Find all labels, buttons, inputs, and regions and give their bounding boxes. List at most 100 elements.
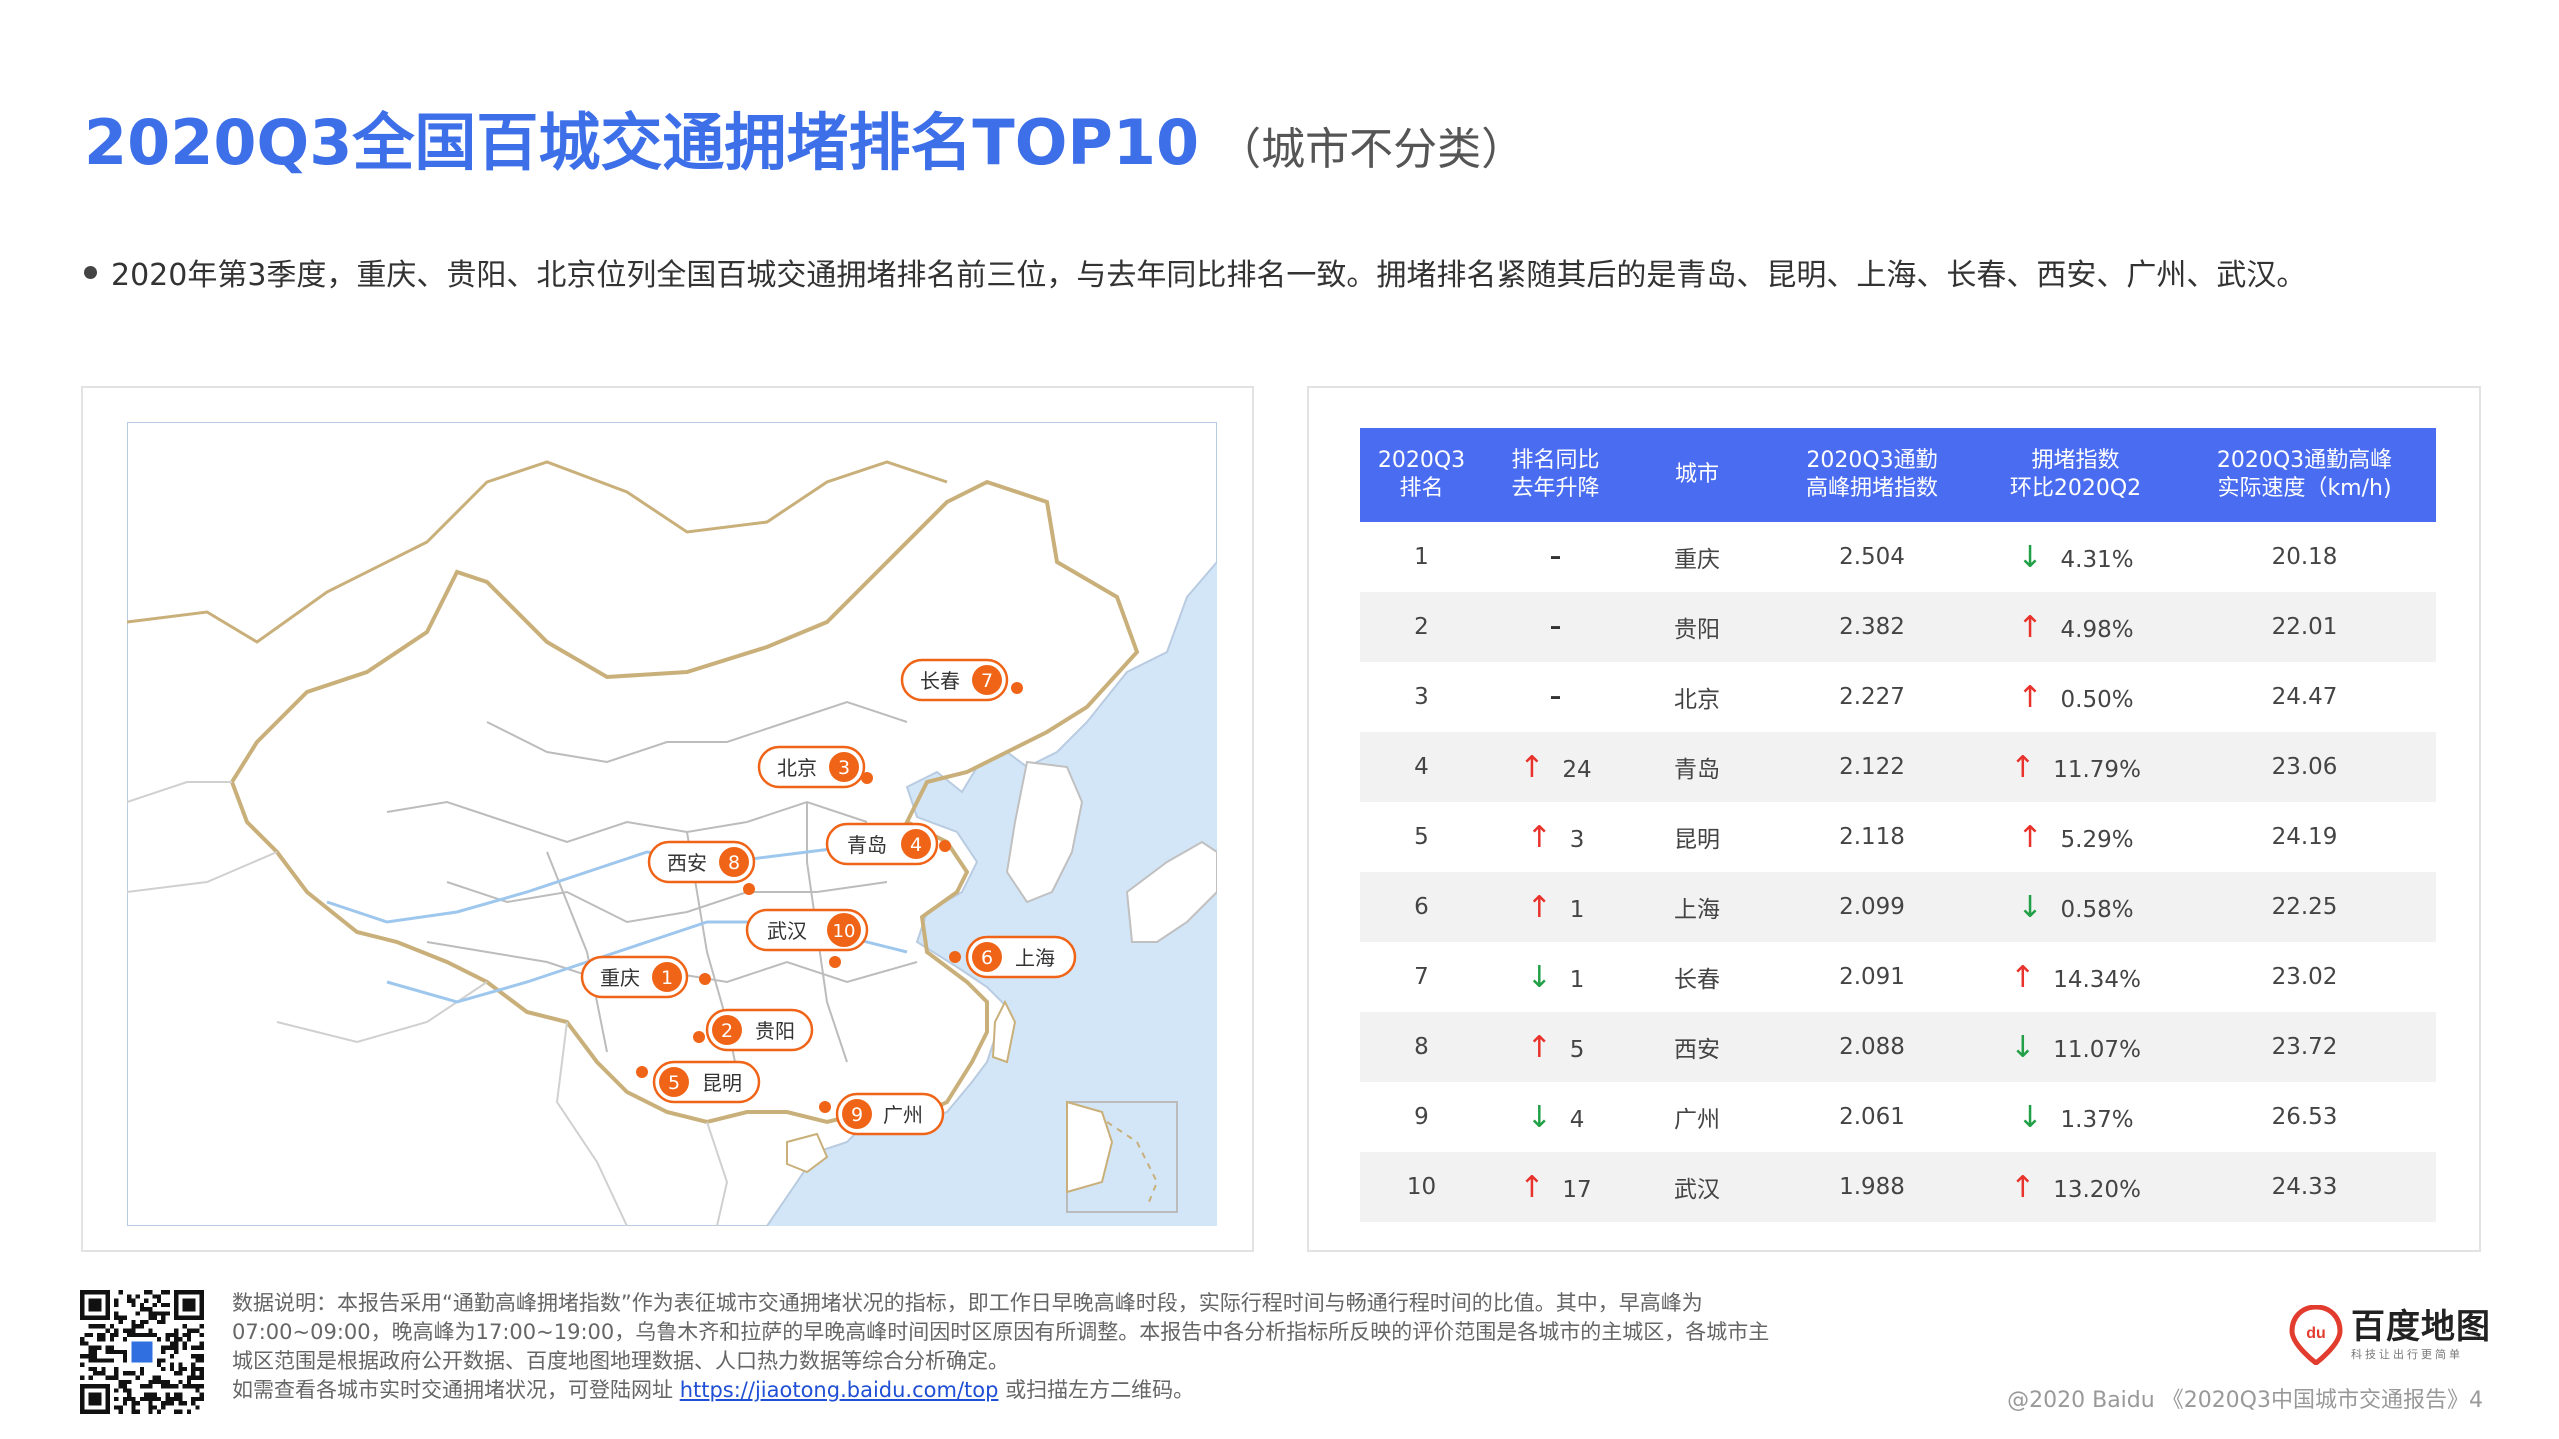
table-row: 9 ↓ 4 广州 2.061 ↓ 1.37% 26.53: [1360, 1082, 2436, 1152]
arrow-down-icon: ↓: [1526, 1099, 1552, 1135]
yoy-value: –: [1549, 544, 1562, 570]
cell-index: 2.122: [1766, 732, 1978, 802]
congestion-index: 2.088: [1839, 1034, 1905, 1060]
ranking-table: 2020Q3 排名 排名同比 去年升降 城市 2020Q3通勤 高峰拥堵指数 拥堵指数 环比20…: [1360, 428, 2436, 1222]
city-dot: [699, 973, 711, 985]
qoq-value: 1.37%: [2060, 1106, 2134, 1133]
column-header: 拥堵指数 环比2020Q2: [1978, 428, 2173, 522]
rank-value: 3: [1414, 684, 1429, 710]
marker-badge: [827, 913, 861, 947]
cell-rank: 9: [1360, 1082, 1483, 1152]
yoy-value: –: [1549, 614, 1562, 640]
marker-rank-label: 10: [833, 921, 856, 942]
city-name: 广州: [1674, 1107, 1720, 1133]
city-name: 青岛: [1674, 757, 1720, 783]
cell-yoy: –: [1483, 522, 1628, 592]
marker-badge: [652, 962, 682, 992]
column-header: 2020Q3 排名: [1360, 428, 1483, 522]
cell-city: 西安: [1628, 1012, 1766, 1082]
traffic-site-link[interactable]: https://jiaotong.baidu.com/top: [679, 1378, 999, 1402]
speed-value: 22.01: [2271, 614, 2338, 640]
map-panel: 重庆 1 2 贵阳 北京 3 青岛 4 5: [81, 386, 1254, 1252]
marker-kunming[interactable]: 5 昆明: [636, 1060, 761, 1104]
marker-badge: [719, 847, 749, 877]
city-dot: [829, 956, 841, 968]
marker-shanghai[interactable]: 6 上海: [949, 935, 1077, 979]
city-name: 北京: [1674, 687, 1720, 713]
marker-guangzhou[interactable]: 9 广州: [819, 1092, 945, 1136]
table-row: 5 ↑ 3 昆明 2.118 ↑ 5.29% 24.19: [1360, 802, 2436, 872]
yoy-value: 1: [1569, 966, 1585, 993]
column-header: 2020Q3通勤高峰 实际速度（km/h): [2173, 428, 2436, 522]
page-title: 2020Q3全国百城交通拥堵排名TOP10 （城市不分类）: [84, 92, 1525, 179]
marker-guiyang[interactable]: 2 贵阳: [693, 1008, 814, 1052]
cell-index: 2.227: [1766, 662, 1978, 732]
header-line: 城市: [1674, 462, 1719, 487]
cell-speed: 23.06: [2173, 732, 2436, 802]
congestion-index: 2.504: [1839, 544, 1905, 570]
arrow-up-icon: ↑: [2010, 1169, 2036, 1205]
cell-speed: 23.72: [2173, 1012, 2436, 1082]
marker-badge: [972, 942, 1002, 972]
cell-city: 长春: [1628, 942, 1766, 1012]
speed-value: 23.06: [2271, 754, 2338, 780]
marker-beijing[interactable]: 北京 3: [757, 745, 873, 789]
city-dot: [636, 1066, 648, 1078]
cell-city: 昆明: [1628, 802, 1766, 872]
city-name: 西安: [1674, 1037, 1720, 1063]
cell-yoy: –: [1483, 662, 1628, 732]
cell-rank: 7: [1360, 942, 1483, 1012]
arrow-up-icon: ↑: [2010, 749, 2036, 785]
cell-city: 上海: [1628, 872, 1766, 942]
header-line: 高峰拥堵指数: [1805, 476, 1938, 501]
cell-qoq: ↑ 14.34%: [1978, 942, 2173, 1012]
ranking-panel: 2020Q3 排名 排名同比 去年升降 城市 2020Q3通勤 高峰拥堵指数 拥堵指数 环比20…: [1307, 386, 2481, 1252]
marker-badge: [901, 829, 931, 859]
bullet-icon: [84, 265, 97, 279]
yoy-value: 5: [1569, 1036, 1585, 1063]
city-dot: [693, 1031, 705, 1043]
speed-value: 23.72: [2271, 1034, 2338, 1060]
svg-text:du: du: [2306, 1325, 2326, 1342]
qr-code-icon[interactable]: [80, 1290, 204, 1414]
city-name: 贵阳: [1674, 617, 1720, 643]
marker-xian[interactable]: 西安 8: [647, 840, 756, 895]
cell-rank: 5: [1360, 802, 1483, 872]
arrow-down-icon: ↓: [2017, 1099, 2043, 1135]
marker-qingdao[interactable]: 青岛 4: [825, 822, 951, 866]
table-header-row: 2020Q3 排名 排名同比 去年升降 城市 2020Q3通勤 高峰拥堵指数 拥堵指数 环比20…: [1360, 428, 2436, 522]
footnote-link-suffix: 或扫描左方二维码。: [998, 1378, 1195, 1402]
cell-speed: 26.53: [2173, 1082, 2436, 1152]
marker-city-label: 青岛: [847, 833, 887, 857]
cell-yoy: ↑ 3: [1483, 802, 1628, 872]
cell-index: 2.118: [1766, 802, 1978, 872]
cell-qoq: ↑ 5.29%: [1978, 802, 2173, 872]
yoy-value: 4: [1569, 1106, 1585, 1133]
arrow-up-icon: ↑: [1526, 889, 1552, 925]
header-line: 排名同比: [1511, 448, 1600, 473]
summary-text: 2020年第3季度，重庆、贵阳、北京位列全国百城交通拥堵排名前三位，与去年同比排…: [111, 258, 2307, 293]
marker-city-label: 西安: [667, 851, 707, 875]
marker-chongqing[interactable]: 重庆 1: [580, 955, 711, 999]
table-row: 3 – 北京 2.227 ↑ 0.50% 24.47: [1360, 662, 2436, 732]
inset-land: [1066, 1100, 1114, 1194]
arrow-up-icon: ↑: [1526, 1029, 1552, 1065]
cell-index: 2.099: [1766, 872, 1978, 942]
cell-yoy: ↓ 4: [1483, 1082, 1628, 1152]
city-dot: [939, 840, 951, 852]
city-dot: [819, 1101, 831, 1113]
baidu-map-logo: du 百度地图 科技让出行更简单: [2289, 1305, 2491, 1365]
title-subtitle: （城市不分类）: [1217, 124, 1526, 175]
city-name: 上海: [1674, 897, 1720, 923]
arrow-down-icon: ↓: [2010, 1029, 2036, 1065]
cell-yoy: –: [1483, 592, 1628, 662]
table-row: 8 ↑ 5 西安 2.088 ↓ 11.07% 23.72: [1360, 1012, 2436, 1082]
cell-city: 广州: [1628, 1082, 1766, 1152]
marker-wuhan[interactable]: 武汉 10: [745, 908, 869, 968]
cell-rank: 2: [1360, 592, 1483, 662]
cell-qoq: ↑ 0.50%: [1978, 662, 2173, 732]
speed-value: 24.19: [2271, 824, 2338, 850]
northern-border: [127, 460, 948, 644]
marker-changchun[interactable]: 长春 7: [900, 658, 1023, 702]
marker-city-label: 昆明: [702, 1071, 742, 1095]
